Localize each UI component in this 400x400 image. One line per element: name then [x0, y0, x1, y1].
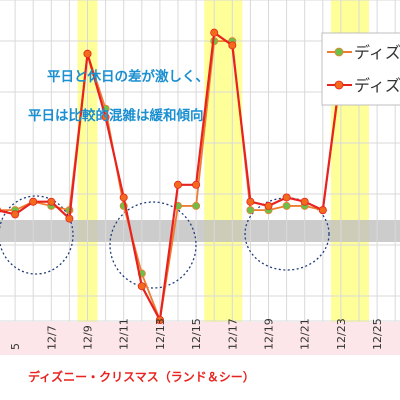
- series-2-point-12-18: [246, 197, 255, 206]
- series-2-point-12-20: [282, 193, 291, 202]
- series-2-point-12-7: [47, 197, 56, 206]
- series-2-point-12-15: [192, 180, 201, 189]
- series-2-point-12-6: [29, 197, 38, 206]
- x-tick-label: 12/25: [371, 318, 384, 350]
- series-2-point-12-11: [119, 193, 128, 202]
- annotation-circle-3: [244, 197, 330, 271]
- bottom-caption: ディズニー・クリスマス（ランド＆シー）: [28, 369, 255, 384]
- series-2-point-12-5: [11, 210, 20, 219]
- grey-band: [0, 220, 400, 242]
- series-2-point-12-12: [137, 282, 146, 291]
- legend: ディズ… ディズ…: [321, 32, 400, 106]
- x-tick-label: 12/19: [263, 318, 276, 350]
- series-2-point-12-21: [300, 197, 309, 206]
- x-tick-label: 12/15: [190, 318, 203, 350]
- legend-label-1: ディズ…: [354, 43, 400, 62]
- x-axis-ticks: 5 12/7 12/9 12/11 12/13 12/15 12/17 12/19 12/21 1…: [9, 318, 384, 350]
- series-2-point-12-19: [264, 201, 273, 210]
- annotation-circles: [0, 195, 330, 289]
- x-tick-label: 12/7: [45, 325, 58, 350]
- series-1-point-12-15: [192, 201, 201, 210]
- chart-gridlines: [0, 0, 400, 322]
- legend-box: [321, 32, 400, 106]
- annotation-line-2: 平日は比較的混雑は緩和傾向: [28, 107, 204, 124]
- series-2-point-12-9: [83, 49, 92, 58]
- series-1-point-12-18: [246, 206, 255, 215]
- series-2-point-12-8: [65, 214, 74, 223]
- series-2-point-12-22: [318, 206, 327, 215]
- annotation-line-1: 平日と休日の差が激しく、: [47, 68, 209, 85]
- x-tick-label: 12/11: [118, 318, 131, 350]
- annotation-circle-1: [0, 195, 74, 275]
- date-band: [0, 322, 400, 355]
- series-2-point-12-17: [228, 41, 237, 50]
- x-tick-label: 12/21: [299, 318, 312, 350]
- x-tick-label: 12/9: [82, 325, 95, 350]
- highlight-column-1216-1217: [204, 0, 243, 322]
- series-2-point-12-4: [0, 207, 1, 213]
- series-2-point-12-14: [173, 180, 182, 189]
- x-tick-label: 12/17: [226, 318, 239, 350]
- legend-label-2: ディズ…: [354, 76, 400, 95]
- legend-marker-2: [334, 80, 344, 90]
- legend-marker-1: [334, 47, 344, 57]
- x-tick-label: 12/23: [335, 318, 348, 350]
- series-2-point-12-10: [101, 113, 110, 122]
- series-2-point-12-16: [210, 28, 219, 37]
- series-1-point-12-20: [282, 201, 291, 210]
- x-tick-label: 12/13: [154, 318, 167, 350]
- annotation-circle-2: [109, 201, 197, 289]
- x-tick-label: 5: [9, 343, 22, 350]
- series-2-point-12-13: [155, 315, 164, 324]
